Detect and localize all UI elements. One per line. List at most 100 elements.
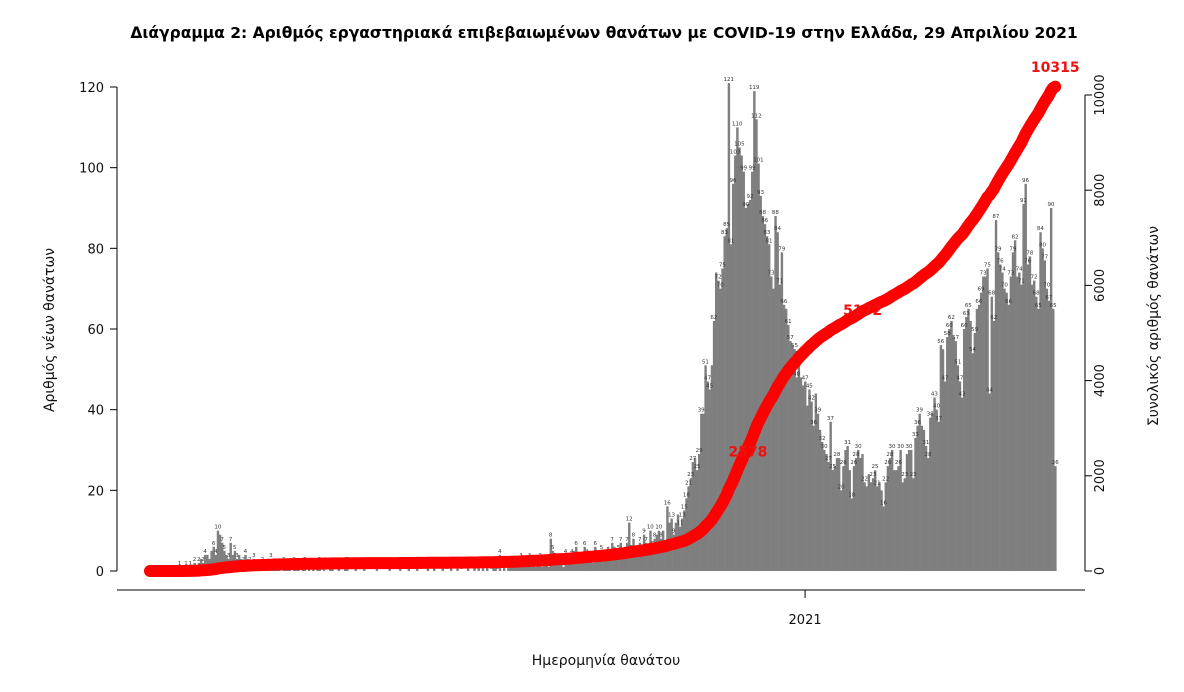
bar (218, 534, 222, 571)
bar (714, 272, 718, 571)
bar-label: 26 (850, 460, 857, 466)
bar (1022, 203, 1025, 571)
bar (795, 377, 798, 571)
bar-label: 3 (227, 553, 231, 559)
y-tick-label-right: 8000 (1093, 174, 1108, 207)
bar (1024, 183, 1027, 572)
bar-label: 9 (672, 529, 676, 535)
bar (481, 566, 485, 571)
bar-label: 67 (1045, 295, 1052, 301)
bar (929, 417, 932, 571)
bar (719, 288, 722, 571)
bar-label: 29 (696, 448, 703, 454)
bar (880, 490, 883, 571)
bar (441, 566, 444, 571)
bar (712, 320, 716, 571)
bar-label: 43 (931, 392, 938, 398)
bar (933, 397, 936, 571)
bar-label: 25 (872, 464, 879, 470)
bar (878, 482, 881, 571)
bar-label: 84 (774, 226, 781, 232)
bar (1054, 466, 1057, 571)
bar-label: 26 (1052, 460, 1059, 466)
bar (653, 538, 656, 571)
bar-label: 9 (642, 529, 646, 535)
bar-label: 6 (583, 541, 587, 547)
bar (895, 470, 898, 571)
bar-label: 70 (1001, 283, 1008, 289)
bar-label: 39 (814, 408, 821, 414)
bar (592, 562, 595, 571)
bar (975, 308, 979, 571)
bar-label: 4 (203, 549, 207, 555)
bar (515, 566, 519, 571)
bar (708, 389, 712, 571)
bar (850, 498, 854, 571)
bar-label: 15 (681, 505, 688, 511)
bar (615, 558, 618, 571)
bar (994, 220, 998, 571)
bar (710, 365, 714, 571)
bar-label: 30 (821, 444, 828, 450)
chart-title: Διάγραμμα 2: Αριθμός εργαστηριακά επιβεβ… (130, 24, 1077, 42)
bar (893, 470, 896, 571)
y-tick-label-right: 2000 (1093, 459, 1108, 492)
bar (466, 566, 470, 571)
bar (723, 236, 726, 571)
bar (920, 425, 924, 571)
bar (1049, 208, 1053, 571)
bar-label: 8 (632, 533, 636, 539)
bar (581, 558, 584, 571)
bar (729, 244, 733, 572)
annotation-label: 2578 (728, 444, 767, 460)
bar (890, 450, 894, 571)
bar-label: 71 (1018, 279, 1025, 285)
bar (941, 349, 945, 571)
bar (869, 482, 873, 571)
bar (806, 405, 809, 571)
bar (416, 566, 419, 571)
bar-label: 85 (723, 222, 730, 228)
bar (1028, 256, 1032, 571)
bar-label: 47 (704, 375, 711, 381)
y-tick-label-left: 80 (87, 242, 104, 257)
bar-label: 32 (819, 436, 826, 442)
bar-label: 28 (852, 452, 859, 458)
bar (910, 450, 913, 571)
bar-label: 23 (869, 472, 876, 478)
bar (717, 280, 720, 571)
bar (799, 377, 803, 571)
bar (963, 329, 966, 571)
bar-label: 12 (626, 517, 633, 523)
bar-label: 99 (740, 166, 747, 172)
bar (867, 474, 871, 571)
bar (659, 538, 663, 571)
bar (725, 228, 728, 571)
bar (876, 486, 879, 571)
bar (738, 147, 741, 571)
bar-label: 66 (975, 299, 982, 305)
bar (984, 276, 987, 571)
bar-label: 39 (698, 408, 705, 414)
bar (952, 337, 955, 571)
y-axis-label-right: Συνολικός αριθμός θανάτων (1146, 226, 1162, 426)
bar (577, 558, 580, 571)
bar-label: 22 (882, 476, 889, 482)
bar-label: 28 (833, 452, 840, 458)
bar (801, 385, 805, 571)
x-tick-label: 2021 (789, 613, 822, 628)
bar-label: 30 (897, 444, 904, 450)
bar-label: 62 (710, 315, 717, 321)
bar (740, 155, 743, 572)
bar-label: 13 (668, 513, 675, 519)
bar-label: 76 (1024, 258, 1031, 264)
bar-label: 121 (724, 77, 735, 83)
bar (604, 558, 608, 571)
bar-label: 7 (619, 537, 623, 543)
bar (837, 458, 841, 571)
y-tick-label-left: 20 (87, 484, 104, 499)
bar (204, 554, 207, 571)
axes: 0204060801001200200040006000800010000202… (79, 74, 1108, 628)
bar (210, 550, 213, 571)
bar (522, 566, 525, 571)
